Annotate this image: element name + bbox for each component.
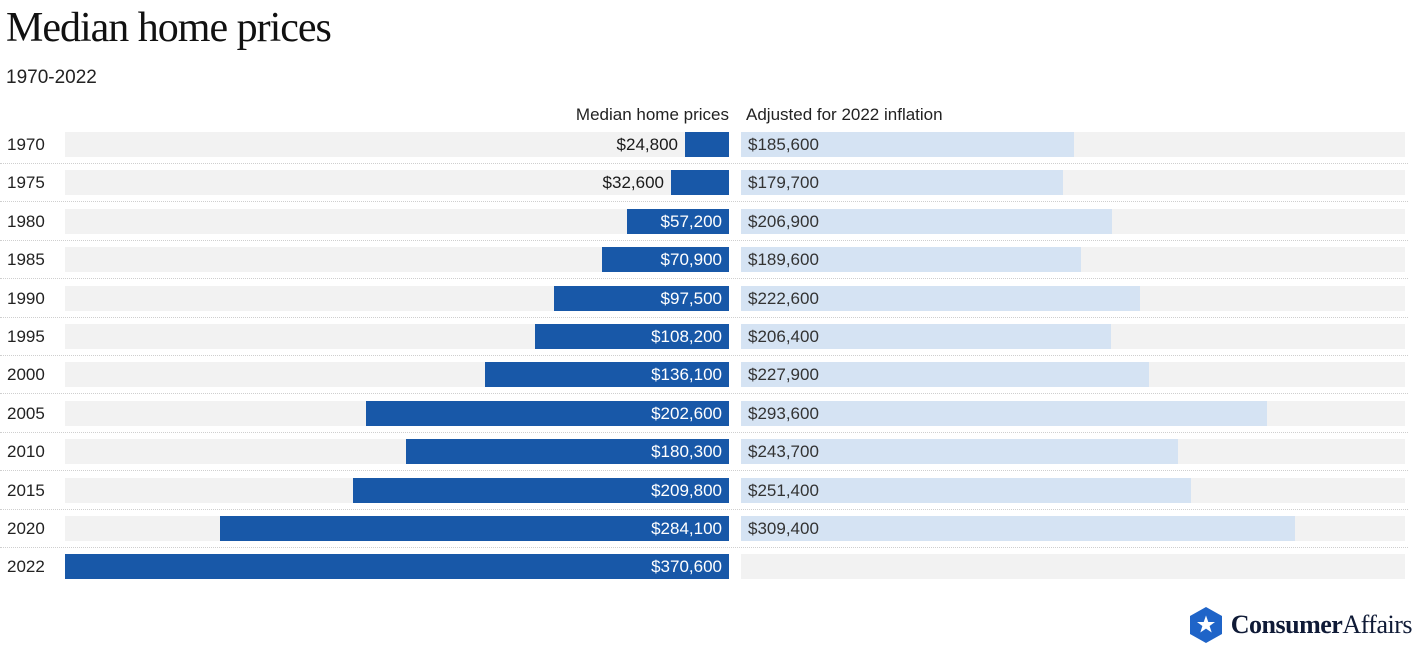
bar-adjusted-price (741, 478, 1191, 503)
bar-adjusted-price (741, 439, 1178, 464)
value-label-median-price: $70,900 (660, 250, 722, 269)
row-separator (0, 393, 1408, 394)
row-separator (0, 240, 1408, 241)
value-label-adjusted-price: $189,600 (748, 250, 819, 269)
chart-subtitle: 1970-2022 (6, 67, 97, 88)
value-label-median-price: $108,200 (651, 327, 722, 346)
bar-adjusted-price (741, 516, 1295, 541)
value-label-adjusted-price: $222,600 (748, 289, 819, 308)
year-label: 1985 (7, 250, 45, 269)
bar-median-price (220, 516, 729, 541)
year-label: 1990 (7, 289, 45, 308)
bar-adjusted-price (741, 209, 1112, 234)
bar-adjusted-price (741, 170, 1063, 195)
value-label-median-price: $97,500 (660, 289, 722, 308)
star-hexagon-icon (1189, 607, 1222, 643)
row-separator (0, 547, 1408, 548)
row-background-left (65, 132, 729, 157)
bar-median-price (627, 209, 729, 234)
value-label-median-price: $32,600 (602, 173, 664, 192)
value-label-adjusted-price: $251,400 (748, 481, 819, 500)
bar-median-price (685, 132, 729, 157)
year-label: 2020 (7, 519, 45, 538)
chart-title: Median home prices (6, 5, 332, 51)
value-label-median-price: $57,200 (660, 212, 722, 231)
bar-median-price (406, 439, 729, 464)
bar-adjusted-price (741, 132, 1074, 157)
bar-median-price (353, 478, 729, 503)
year-label: 2015 (7, 481, 45, 500)
value-label-median-price: $284,100 (651, 519, 722, 538)
value-label-adjusted-price: $206,900 (748, 212, 819, 231)
bar-adjusted-price (741, 362, 1149, 387)
value-label-median-price: $202,600 (651, 404, 722, 423)
column-header-adjusted: Adjusted for 2022 inflation (746, 105, 943, 124)
year-label: 1980 (7, 212, 45, 231)
row-separator (0, 470, 1408, 471)
bar-adjusted-price (741, 401, 1267, 426)
bar-median-price (554, 286, 729, 311)
year-label: 2000 (7, 365, 45, 384)
row-separator (0, 509, 1408, 510)
bar-adjusted-price (741, 286, 1140, 311)
year-label: 2005 (7, 404, 45, 423)
row-separator (0, 278, 1408, 279)
row-background-left (65, 209, 729, 234)
row-separator (0, 201, 1408, 202)
bar-median-price (535, 324, 729, 349)
row-separator (0, 432, 1408, 433)
row-separator (0, 317, 1408, 318)
bar-median-price (485, 362, 729, 387)
row-background-right (741, 554, 1405, 579)
bar-median-price (366, 401, 729, 426)
bar-median-price (65, 554, 729, 579)
year-label: 2010 (7, 442, 45, 461)
consumeraffairs-logo: ConsumerAffairs (1189, 604, 1412, 646)
value-label-adjusted-price: $227,900 (748, 365, 819, 384)
row-background-left (65, 170, 729, 195)
value-label-median-price: $209,800 (651, 481, 722, 500)
value-label-adjusted-price: $309,400 (748, 519, 819, 538)
value-label-adjusted-price: $206,400 (748, 327, 819, 346)
row-separator (0, 163, 1408, 164)
bar-median-price (602, 247, 729, 272)
value-label-adjusted-price: $243,700 (748, 442, 819, 461)
year-label: 1975 (7, 173, 45, 192)
bar-adjusted-price (741, 247, 1081, 272)
logo-wordmark: ConsumerAffairs (1230, 610, 1413, 639)
year-label: 1995 (7, 327, 45, 346)
value-label-adjusted-price: $185,600 (748, 135, 819, 154)
year-label: 1970 (7, 135, 45, 154)
year-label: 2022 (7, 557, 45, 576)
bar-median-price (671, 170, 729, 195)
column-header-nominal: Median home prices (575, 105, 729, 124)
value-label-adjusted-price: $179,700 (748, 173, 819, 192)
value-label-median-price: $136,100 (651, 365, 722, 384)
value-label-adjusted-price: $293,600 (748, 404, 819, 423)
value-label-median-price: $24,800 (616, 135, 678, 154)
chart-rows: 1970 $24,800 $185,600 1975 $32,600 $179,700 19… (0, 132, 1408, 579)
row-separator (0, 355, 1408, 356)
value-label-median-price: $370,600 (651, 557, 722, 576)
bar-adjusted-price (741, 324, 1111, 349)
value-label-median-price: $180,300 (651, 442, 722, 461)
